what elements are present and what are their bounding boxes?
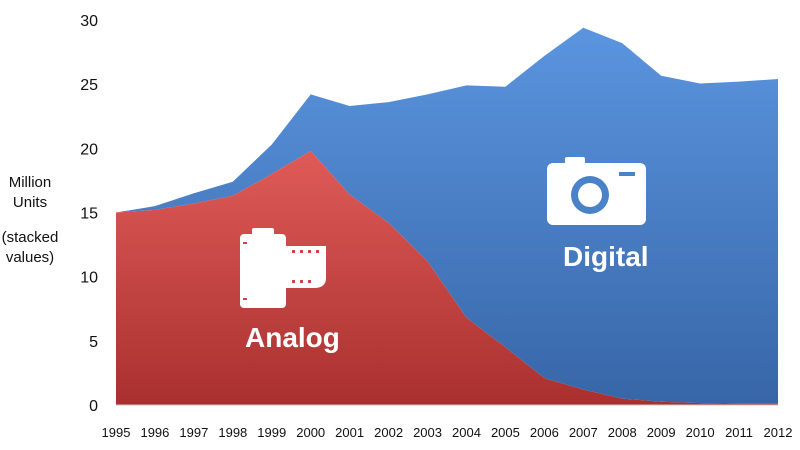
x-tick-label: 2003 xyxy=(413,425,442,440)
x-tick-label: 2011 xyxy=(725,425,753,440)
x-tick-label: 2010 xyxy=(686,425,715,440)
area-digital xyxy=(116,27,778,404)
x-tick-label: 2004 xyxy=(452,425,481,440)
y-axis-label-line-4: values) xyxy=(5,249,55,266)
series-label-analog: Analog xyxy=(245,322,340,353)
y-tick-label: 15 xyxy=(80,206,98,223)
x-tick-label: 2008 xyxy=(608,425,637,440)
x-tick-label: 2007 xyxy=(569,425,598,440)
x-tick-label: 2002 xyxy=(374,425,403,440)
y-tick-label: 10 xyxy=(80,270,98,287)
series-label-digital: Digital xyxy=(563,241,649,272)
y-tick-label: 30 xyxy=(80,13,98,30)
x-tick-label: 1997 xyxy=(179,425,208,440)
y-tick-label: 5 xyxy=(89,334,98,351)
x-tick-label: 1995 xyxy=(102,425,131,440)
y-axis-label-line-2: Units xyxy=(12,194,48,211)
x-tick-label: 2005 xyxy=(491,425,520,440)
x-tick-label: 2006 xyxy=(530,425,559,440)
y-tick-label: 25 xyxy=(80,77,98,94)
y-tick-label: 20 xyxy=(80,141,98,158)
camera-icon xyxy=(547,157,646,225)
x-tick-label: 2012 xyxy=(764,425,793,440)
y-tick-label: 0 xyxy=(89,398,98,415)
x-tick-label: 2001 xyxy=(335,425,364,440)
y-axis-label-line-1: Million xyxy=(8,174,52,191)
y-axis-label-line-3: (stacked xyxy=(1,229,59,246)
x-tick-label: 2000 xyxy=(296,425,325,440)
area-analog xyxy=(116,150,778,405)
film-canister-icon xyxy=(240,228,326,308)
x-tick-label: 1998 xyxy=(218,425,247,440)
x-tick-label: 1996 xyxy=(140,425,169,440)
x-tick-label: 2009 xyxy=(647,425,676,440)
x-tick-label: 1999 xyxy=(257,425,286,440)
